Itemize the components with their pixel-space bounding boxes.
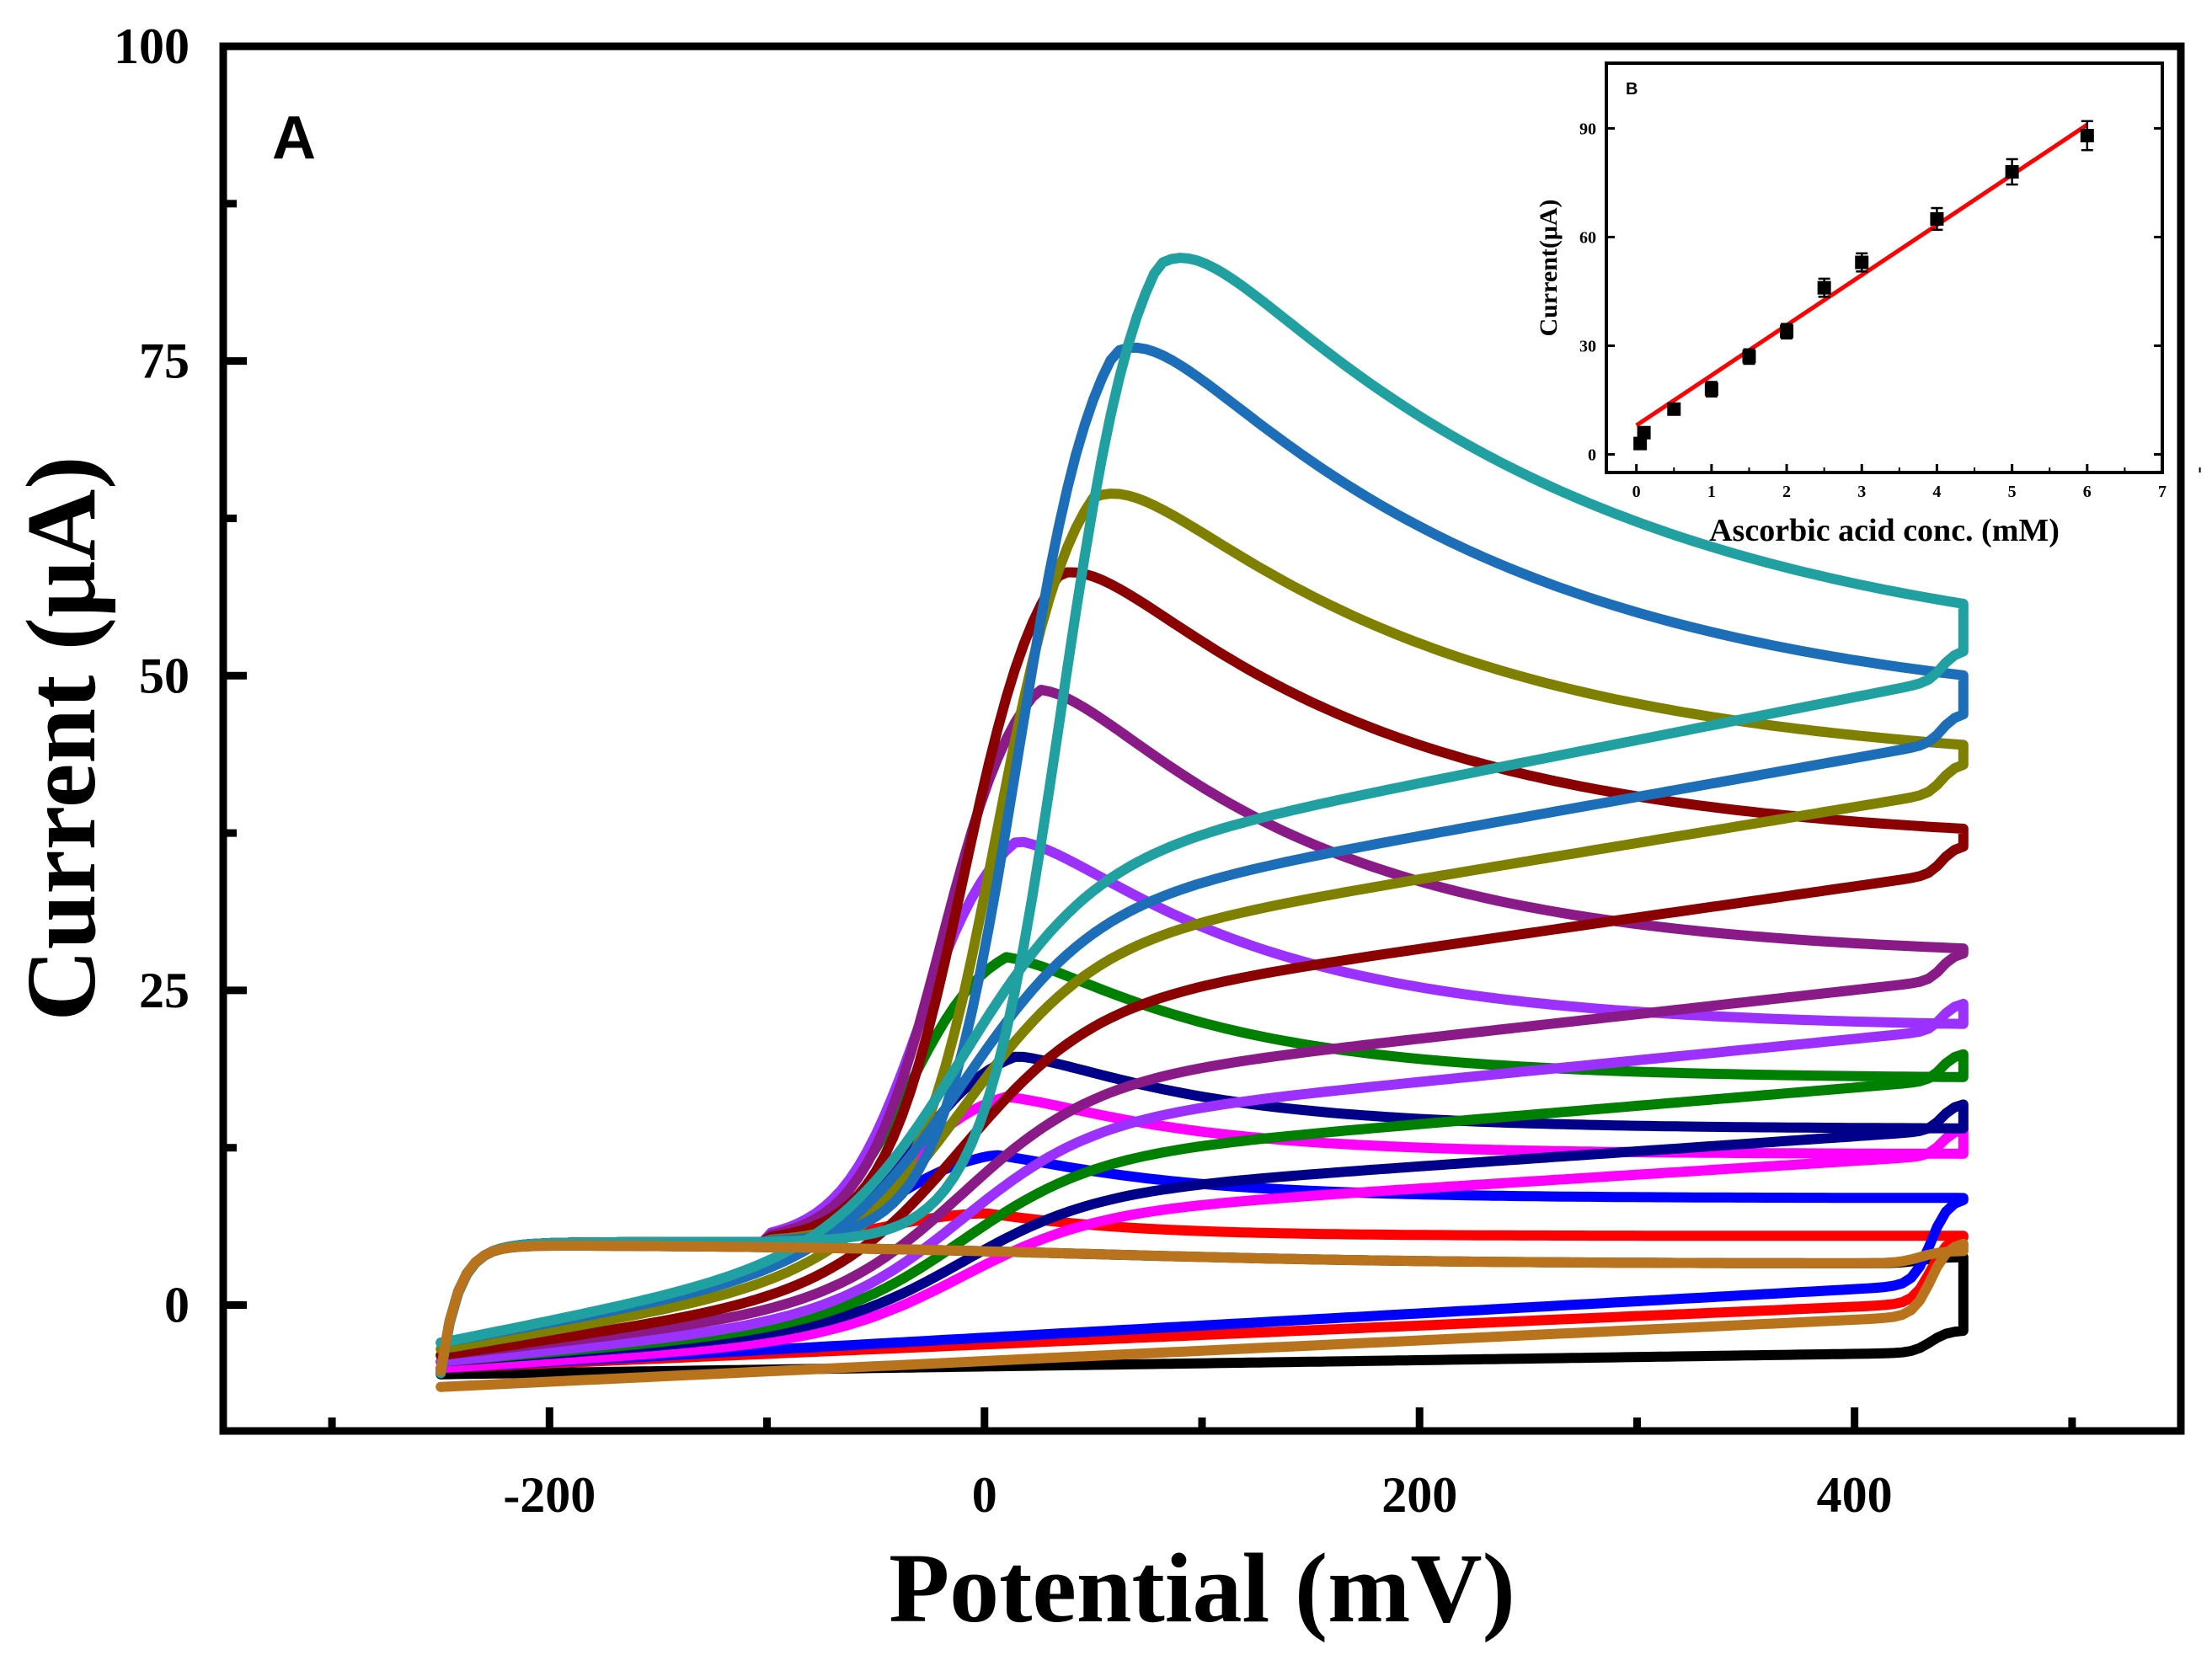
inset-x-axis-title: Ascorbic acid conc. (mM) [1709, 513, 2060, 548]
x-tick-label: 0 [972, 1467, 997, 1523]
main-x-axis-title: Potential (mV) [889, 1533, 1515, 1643]
cv-curve-10 [435, 342, 1969, 1379]
x-tick-label: 400 [1817, 1467, 1893, 1523]
inset-x-tick-label: 3 [1857, 483, 1866, 501]
cv-curve-9 [435, 488, 1969, 1379]
data-marker [2005, 165, 2019, 179]
inset-x-tick-label: 7 [2158, 483, 2167, 501]
inset-y-tick-label: 60 [1579, 228, 1596, 247]
inset-x-tick-label: 6 [2083, 483, 2092, 501]
x-tick-label: 200 [1381, 1467, 1457, 1523]
main-plot-area [435, 253, 1969, 1392]
cv-curve-1 [435, 1208, 1969, 1379]
inset-x-tick-label: 4 [1932, 483, 1941, 501]
panel-label-a: A [272, 104, 316, 172]
y-tick-label: 75 [139, 334, 190, 389]
inset-data-point [1855, 252, 1869, 273]
main-y-axis-title: Current (μA) [6, 456, 116, 1022]
inset-plot-frame [1605, 61, 2164, 474]
inset-data-point [1667, 402, 1681, 416]
inset-data-point [1637, 425, 1651, 440]
y-tick-label: 0 [164, 1278, 190, 1333]
cv-curve-8 [435, 567, 1969, 1379]
inset-data-point [1817, 277, 1831, 298]
inset-background [1605, 61, 2165, 475]
inset-y-tick-label: 30 [1579, 337, 1596, 355]
inset-x-tick-label: 2 [1782, 483, 1791, 501]
inset-data-point [2005, 157, 2019, 186]
data-marker [1855, 255, 1869, 270]
data-marker [2080, 129, 2094, 143]
inset-y-axis-title: Current(μA) [1535, 199, 1563, 336]
inset-x-tick-label: 5 [2008, 483, 2017, 501]
data-marker [1667, 402, 1681, 416]
data-marker [1780, 324, 1794, 339]
data-marker [1817, 280, 1831, 295]
x-tick-label: -200 [503, 1467, 596, 1523]
inset-y-tick-label: 0 [1588, 446, 1596, 464]
cv-curve-7 [435, 685, 1969, 1379]
inset-data-point [1780, 323, 1794, 340]
inset-y-tick-label: 90 [1579, 120, 1596, 138]
inset-data-point [1930, 206, 1944, 232]
y-tick-label: 25 [139, 963, 190, 1018]
inset-data-point [2080, 120, 2094, 152]
inset-plot-area [1633, 120, 2094, 451]
data-marker [1633, 436, 1648, 451]
data-marker [1637, 425, 1651, 440]
data-marker [1930, 211, 1944, 226]
y-tick-label: 50 [139, 648, 190, 703]
y-tick-label: 100 [114, 19, 190, 74]
cv-curve-11 [435, 253, 1969, 1379]
inset-data-point [1742, 348, 1756, 366]
inset-axes: 0 1 2 3 4 5 6 7 0 30 60 90 [1579, 120, 2201, 501]
cv-curve-12 [435, 1238, 1969, 1392]
data-marker [1742, 350, 1756, 364]
inset-x-tick-label: 0 [1632, 483, 1641, 501]
data-marker [1704, 382, 1718, 397]
panel-label-b: B [1626, 80, 1638, 99]
inset-data-point [1704, 381, 1718, 398]
inset-x-tick-label: 1 [1707, 483, 1716, 501]
